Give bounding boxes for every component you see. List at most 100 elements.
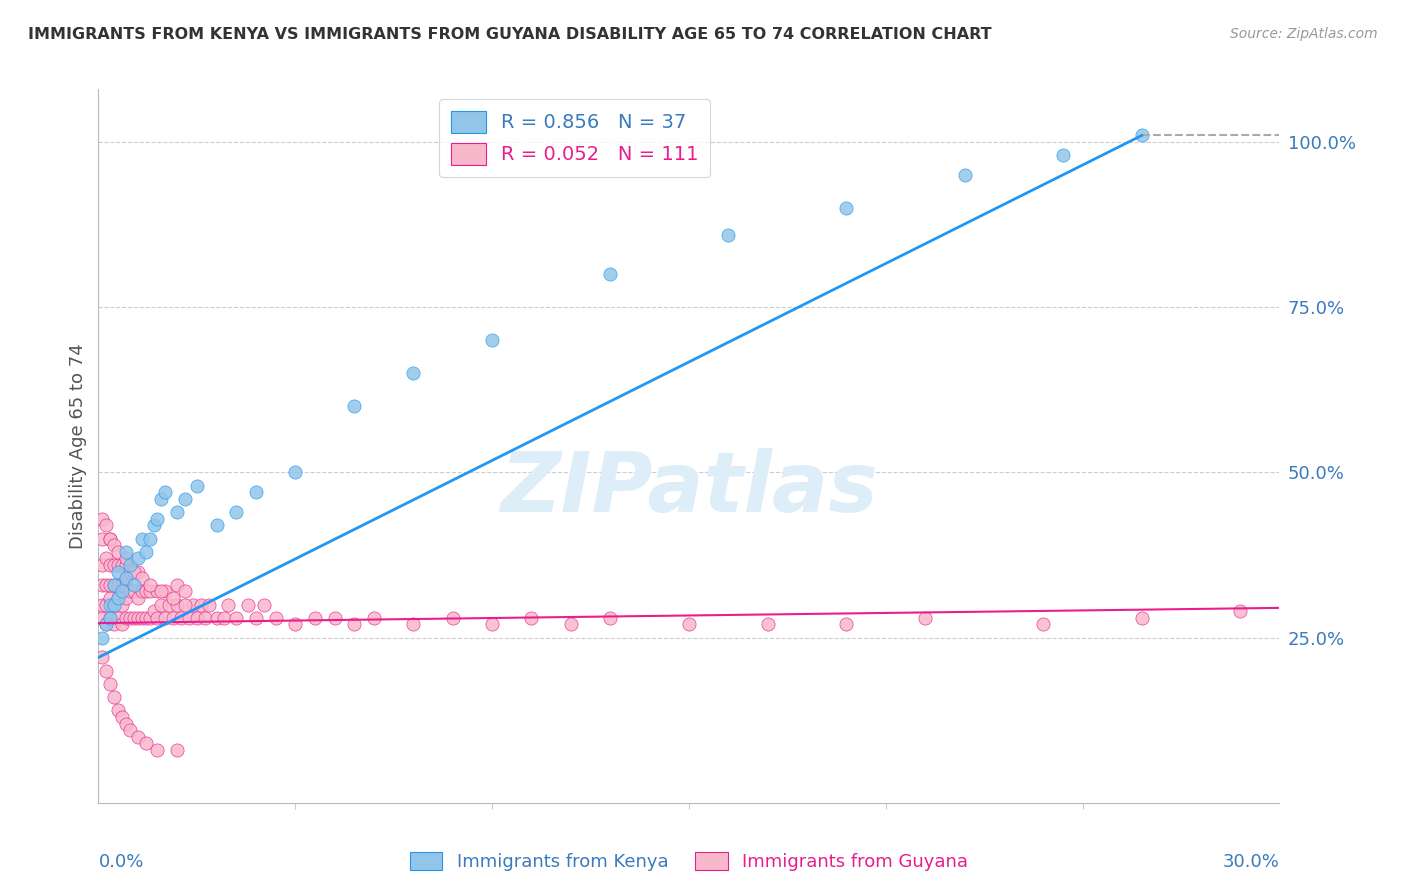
Point: [717, 227, 740, 242]
Point: [142, 518, 165, 533]
Point: [98, 611, 121, 625]
Point: [186, 611, 208, 625]
Point: [157, 598, 180, 612]
Point: [96, 598, 118, 612]
Y-axis label: Disability Age 65 to 74: Disability Age 65 to 74: [69, 343, 87, 549]
Point: [107, 578, 129, 592]
Legend: Immigrants from Kenya, Immigrants from Guyana: Immigrants from Kenya, Immigrants from G…: [402, 845, 976, 879]
Point: [402, 617, 425, 632]
Point: [599, 267, 621, 281]
Point: [1032, 617, 1054, 632]
Point: [127, 565, 149, 579]
Point: [98, 532, 121, 546]
Point: [107, 545, 129, 559]
Point: [103, 598, 125, 612]
Point: [343, 617, 366, 632]
Point: [98, 611, 121, 625]
Text: 30.0%: 30.0%: [1223, 853, 1279, 871]
Text: Source: ZipAtlas.com: Source: ZipAtlas.com: [1230, 27, 1378, 41]
Point: [111, 584, 134, 599]
Point: [599, 611, 621, 625]
Point: [162, 611, 184, 625]
Point: [225, 505, 247, 519]
Text: IMMIGRANTS FROM KENYA VS IMMIGRANTS FROM GUYANA DISABILITY AGE 65 TO 74 CORRELAT: IMMIGRANTS FROM KENYA VS IMMIGRANTS FROM…: [28, 27, 991, 42]
Point: [214, 611, 236, 625]
Point: [343, 400, 366, 414]
Point: [107, 591, 129, 605]
Point: [678, 617, 700, 632]
Point: [135, 736, 157, 750]
Point: [103, 598, 125, 612]
Point: [441, 611, 464, 625]
Point: [284, 466, 307, 480]
Point: [91, 631, 114, 645]
Legend: R = 0.856   N = 37, R = 0.052   N = 111: R = 0.856 N = 37, R = 0.052 N = 111: [439, 99, 710, 177]
Point: [118, 723, 141, 738]
Point: [155, 584, 177, 599]
Point: [1130, 611, 1153, 625]
Point: [225, 611, 247, 625]
Point: [481, 617, 503, 632]
Point: [98, 677, 121, 691]
Point: [96, 551, 118, 566]
Point: [91, 598, 114, 612]
Point: [245, 611, 267, 625]
Point: [155, 611, 177, 625]
Point: [115, 591, 138, 605]
Point: [127, 611, 149, 625]
Point: [236, 598, 259, 612]
Point: [131, 571, 153, 585]
Point: [115, 571, 138, 585]
Point: [150, 584, 173, 599]
Point: [107, 611, 129, 625]
Point: [205, 518, 228, 533]
Point: [914, 611, 936, 625]
Point: [91, 558, 114, 572]
Point: [103, 538, 125, 552]
Point: [190, 598, 212, 612]
Point: [118, 565, 141, 579]
Text: ZIPatlas: ZIPatlas: [501, 449, 877, 529]
Point: [1229, 604, 1251, 618]
Point: [284, 617, 307, 632]
Point: [118, 558, 141, 572]
Point: [111, 617, 134, 632]
Point: [131, 532, 153, 546]
Point: [174, 598, 197, 612]
Point: [186, 478, 208, 492]
Point: [127, 730, 149, 744]
Point: [138, 584, 160, 599]
Point: [177, 611, 200, 625]
Point: [245, 485, 267, 500]
Point: [111, 558, 134, 572]
Point: [560, 617, 582, 632]
Point: [131, 584, 153, 599]
Point: [111, 578, 134, 592]
Point: [323, 611, 346, 625]
Point: [756, 617, 779, 632]
Point: [131, 611, 153, 625]
Point: [107, 591, 129, 605]
Point: [98, 591, 121, 605]
Point: [91, 650, 114, 665]
Point: [103, 578, 125, 592]
Point: [122, 584, 145, 599]
Point: [150, 491, 173, 506]
Point: [363, 611, 385, 625]
Point: [91, 532, 114, 546]
Point: [103, 690, 125, 704]
Point: [166, 505, 188, 519]
Point: [96, 617, 118, 632]
Point: [115, 558, 138, 572]
Point: [181, 598, 204, 612]
Point: [520, 611, 543, 625]
Point: [205, 611, 228, 625]
Point: [481, 333, 503, 347]
Point: [115, 545, 138, 559]
Point: [146, 511, 169, 525]
Point: [194, 611, 217, 625]
Point: [166, 598, 188, 612]
Point: [127, 591, 149, 605]
Point: [1052, 148, 1074, 162]
Point: [146, 743, 169, 757]
